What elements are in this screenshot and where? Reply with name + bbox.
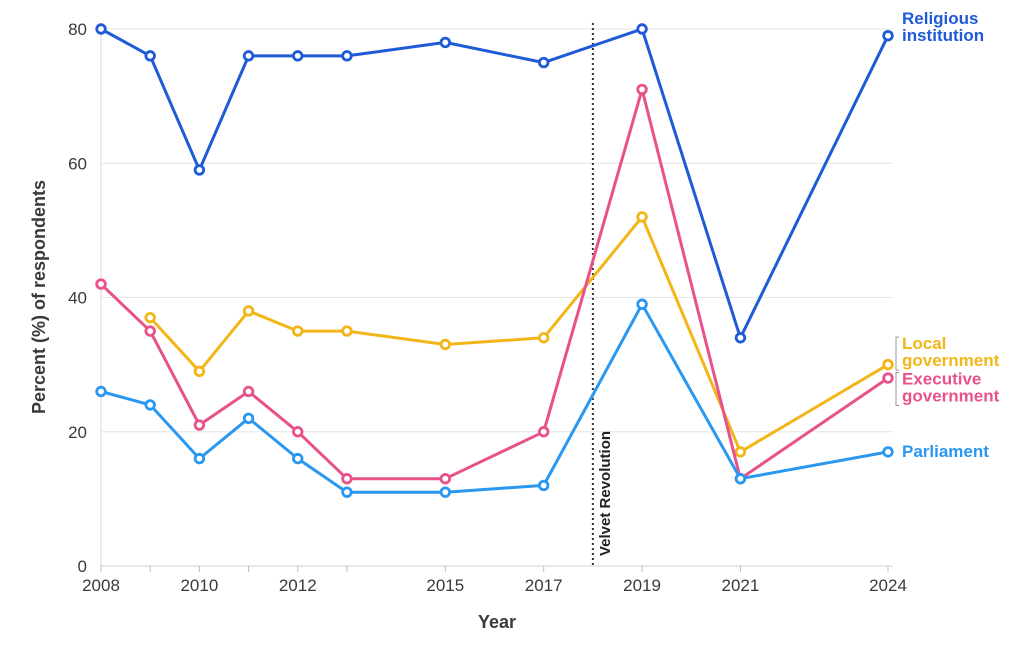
data-point bbox=[95, 385, 107, 398]
data-point bbox=[193, 452, 206, 465]
series-group bbox=[95, 23, 894, 498]
series-label-line: Religious bbox=[902, 9, 979, 28]
data-point bbox=[636, 211, 648, 223]
data-point bbox=[341, 50, 353, 62]
x-tick-label: 2021 bbox=[722, 576, 760, 595]
gridlines bbox=[101, 28, 893, 567]
data-point bbox=[242, 385, 255, 398]
data-point bbox=[439, 486, 452, 498]
series-label-line: government bbox=[902, 351, 1000, 370]
data-point bbox=[636, 23, 648, 35]
x-tick-label: 2008 bbox=[82, 576, 120, 595]
y-tick-label: 60 bbox=[68, 154, 87, 173]
series-label-line: institution bbox=[902, 26, 984, 45]
series-label-line: Local bbox=[902, 334, 946, 353]
x-axis-title: Year bbox=[478, 612, 516, 632]
data-point bbox=[537, 426, 550, 438]
data-point bbox=[439, 36, 452, 49]
x-tick-label: 2019 bbox=[623, 576, 661, 595]
data-point bbox=[882, 30, 894, 42]
data-point bbox=[242, 305, 255, 317]
x-tick-label: 2012 bbox=[279, 576, 317, 595]
data-point bbox=[341, 486, 353, 498]
data-point bbox=[882, 446, 894, 458]
y-tick-label: 20 bbox=[68, 423, 87, 442]
data-point bbox=[734, 473, 747, 485]
series-local-government bbox=[144, 211, 894, 458]
data-point bbox=[144, 399, 156, 411]
y-axis-title: Percent (%) of respondents bbox=[29, 180, 49, 414]
series-label-religious-institution: Religious institution bbox=[902, 9, 984, 45]
data-point bbox=[95, 278, 107, 290]
annotations: Velvet Revolution bbox=[591, 23, 614, 566]
series-label-local-government: Local government bbox=[902, 334, 1000, 370]
series-label-parliament: Parliament bbox=[902, 442, 989, 461]
label-bracket bbox=[895, 372, 899, 407]
series-label-line: government bbox=[902, 387, 1000, 406]
x-tick-label: 2010 bbox=[180, 576, 218, 595]
data-point bbox=[636, 298, 648, 310]
data-point bbox=[144, 311, 156, 324]
data-point bbox=[292, 426, 304, 438]
x-tick-label: 2024 bbox=[869, 576, 907, 595]
data-point bbox=[341, 473, 353, 485]
data-point bbox=[292, 452, 304, 465]
x-tick-label: 2017 bbox=[525, 576, 563, 595]
series-label-line: Parliament bbox=[902, 442, 989, 461]
series-line-parliament bbox=[99, 302, 890, 494]
data-point bbox=[734, 446, 747, 458]
x-tick-label: 2015 bbox=[426, 576, 464, 595]
data-point bbox=[537, 56, 550, 69]
data-point bbox=[193, 419, 206, 431]
series-line-religious-institution bbox=[99, 27, 890, 340]
label-bracket bbox=[895, 336, 899, 371]
data-point bbox=[882, 358, 894, 371]
data-point bbox=[242, 412, 255, 425]
data-point bbox=[537, 332, 550, 344]
series-executive-government bbox=[95, 83, 894, 485]
y-tick-label: 40 bbox=[68, 289, 87, 308]
data-point bbox=[144, 325, 156, 337]
series-line-local-government bbox=[148, 215, 890, 454]
data-point bbox=[95, 23, 107, 35]
series-parliament bbox=[95, 298, 894, 498]
data-point bbox=[636, 83, 648, 96]
series-line-executive-government bbox=[99, 87, 890, 481]
axes: 0 20 40 60 80 2008 2010 2012 2015 2017 2019 2021 202… bbox=[68, 20, 907, 595]
data-point bbox=[144, 50, 156, 62]
data-point bbox=[537, 479, 550, 492]
data-point bbox=[341, 325, 353, 337]
data-point bbox=[193, 365, 206, 378]
data-point bbox=[439, 338, 452, 351]
series-label-executive-government: Executive government bbox=[902, 370, 1000, 406]
series-label-line: Executive bbox=[902, 370, 981, 389]
data-point bbox=[292, 325, 304, 337]
series-religious-institution bbox=[95, 23, 894, 344]
data-point bbox=[193, 164, 206, 176]
data-point bbox=[882, 372, 894, 384]
data-point bbox=[292, 50, 304, 62]
velvet-revolution-label: Velvet Revolution bbox=[597, 431, 614, 556]
data-point bbox=[242, 50, 255, 62]
data-point bbox=[439, 473, 452, 485]
y-tick-label: 0 bbox=[78, 557, 87, 576]
y-tick-label: 80 bbox=[68, 20, 87, 39]
data-point bbox=[734, 332, 747, 344]
